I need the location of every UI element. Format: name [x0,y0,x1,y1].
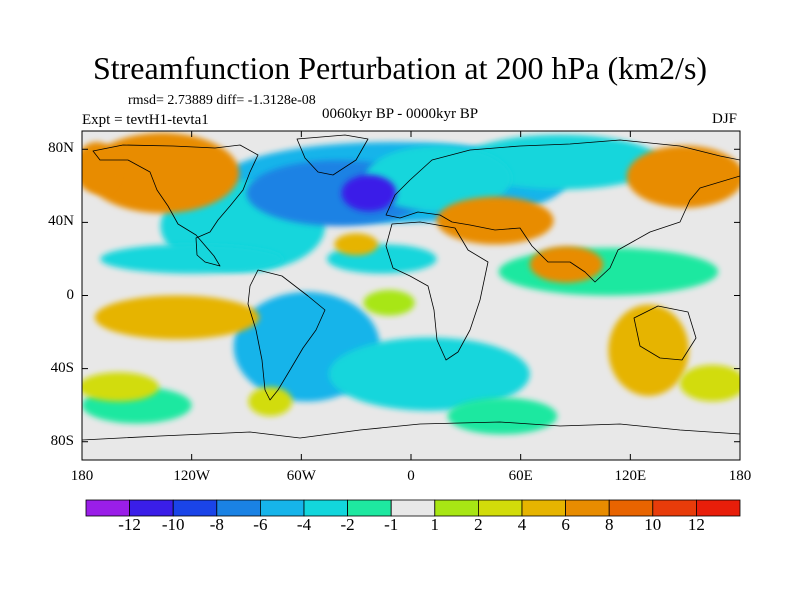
x-tick-label-0: 180 [70,468,94,484]
colorbar-swatch-7 [390,499,436,517]
y-tick-label-4: 80S [50,432,74,449]
field-contour-22 [82,372,159,402]
colorbar-label-7: 1 [430,515,440,534]
coastline-australia [633,305,697,361]
colorbar-label-0: -12 [118,515,141,534]
colorbar-label-10: 6 [561,515,570,534]
experiment-label: Expt = tevtH1-tevta1 [82,112,209,128]
colorbar-label-2: -8 [209,515,224,534]
x-tick-label-1: 120W [173,468,210,484]
field-contour-17 [626,145,740,208]
chart-title: Streamfunction Perturbation at 200 hPa (… [92,50,708,86]
field-contour-18 [334,233,379,256]
x-tick-label-4: 60E [508,468,533,484]
colorbar-label-5: -2 [340,515,355,534]
colorbar-swatch-8 [434,499,479,517]
coastline-north-america [92,144,259,267]
season-label: DJF [712,111,738,127]
colorbar-swatch-13 [652,499,697,517]
colorbar-swatch-3 [216,499,261,517]
x-tick-label-3: 0 [407,468,415,484]
colorbar [85,499,741,517]
field-contour-13 [85,132,240,214]
y-tick-label-0: 80N [48,140,74,157]
axis-ticks [81,131,741,460]
coastline-europe-asia [385,139,740,283]
colorbar-swatch-10 [521,499,566,517]
colorbar-label-4: -4 [296,515,312,534]
coastline-antarctica [82,421,740,441]
field-contour-0 [341,174,397,212]
colorbar-swatch-11 [565,499,610,517]
x-tick-label-2: 60W [286,468,316,484]
colorbar-label-9: 4 [517,515,527,534]
colorbar-label-1: -10 [161,515,185,534]
x-tick-label-6: 180 [728,468,752,484]
field-contour-15 [436,196,554,245]
time-period-label: 0060kyr BP - 0000kyr BP [322,106,479,122]
field-contour-19 [94,295,260,340]
colorbar-label-11: 8 [604,515,614,534]
field-contour-10 [328,337,530,411]
colorbar-swatch-2 [172,499,218,517]
colorbar-label-8: 2 [474,515,483,534]
coastline-greenland [296,134,369,176]
field-contour-8 [498,247,719,296]
colorbar-swatch-4 [259,499,305,517]
field-contour-3 [365,145,512,212]
colorbar-swatch-1 [129,499,174,517]
colorbar-label-13: 12 [687,515,705,534]
colorbar-label-12: 10 [644,515,662,534]
field-contour-20 [608,304,689,396]
coastlines [82,134,740,441]
colorbar-swatch-14 [696,499,741,517]
colorbar-label-6: -1 [384,515,399,534]
colorbar-swatch-5 [303,499,348,517]
colorbar-label-3: -6 [253,515,268,534]
colorbar-swatch-12 [608,499,654,517]
y-tick-label-2: 0 [66,286,75,303]
y-tick-label-3: 40S [50,359,74,376]
field-contour-16 [529,246,604,283]
colorbar-swatch-6 [347,499,392,517]
field-contour-24 [679,364,740,402]
field-contour-6 [100,244,284,274]
x-tick-label-5: 120E [614,468,647,484]
coastline-south-america [247,269,326,401]
coastline-africa [385,221,489,361]
field-contour-23 [248,386,293,417]
field-contour-12 [447,397,558,435]
colorbar-swatch-9 [477,499,523,517]
colorbar-swatch-0 [85,499,130,517]
rmsd-stats-label: rmsd= 2.73889 diff= -1.3128e-08 [128,93,316,108]
field-contour-21 [363,290,415,316]
y-tick-label-1: 40N [48,213,74,230]
field-contour-14 [82,142,119,194]
